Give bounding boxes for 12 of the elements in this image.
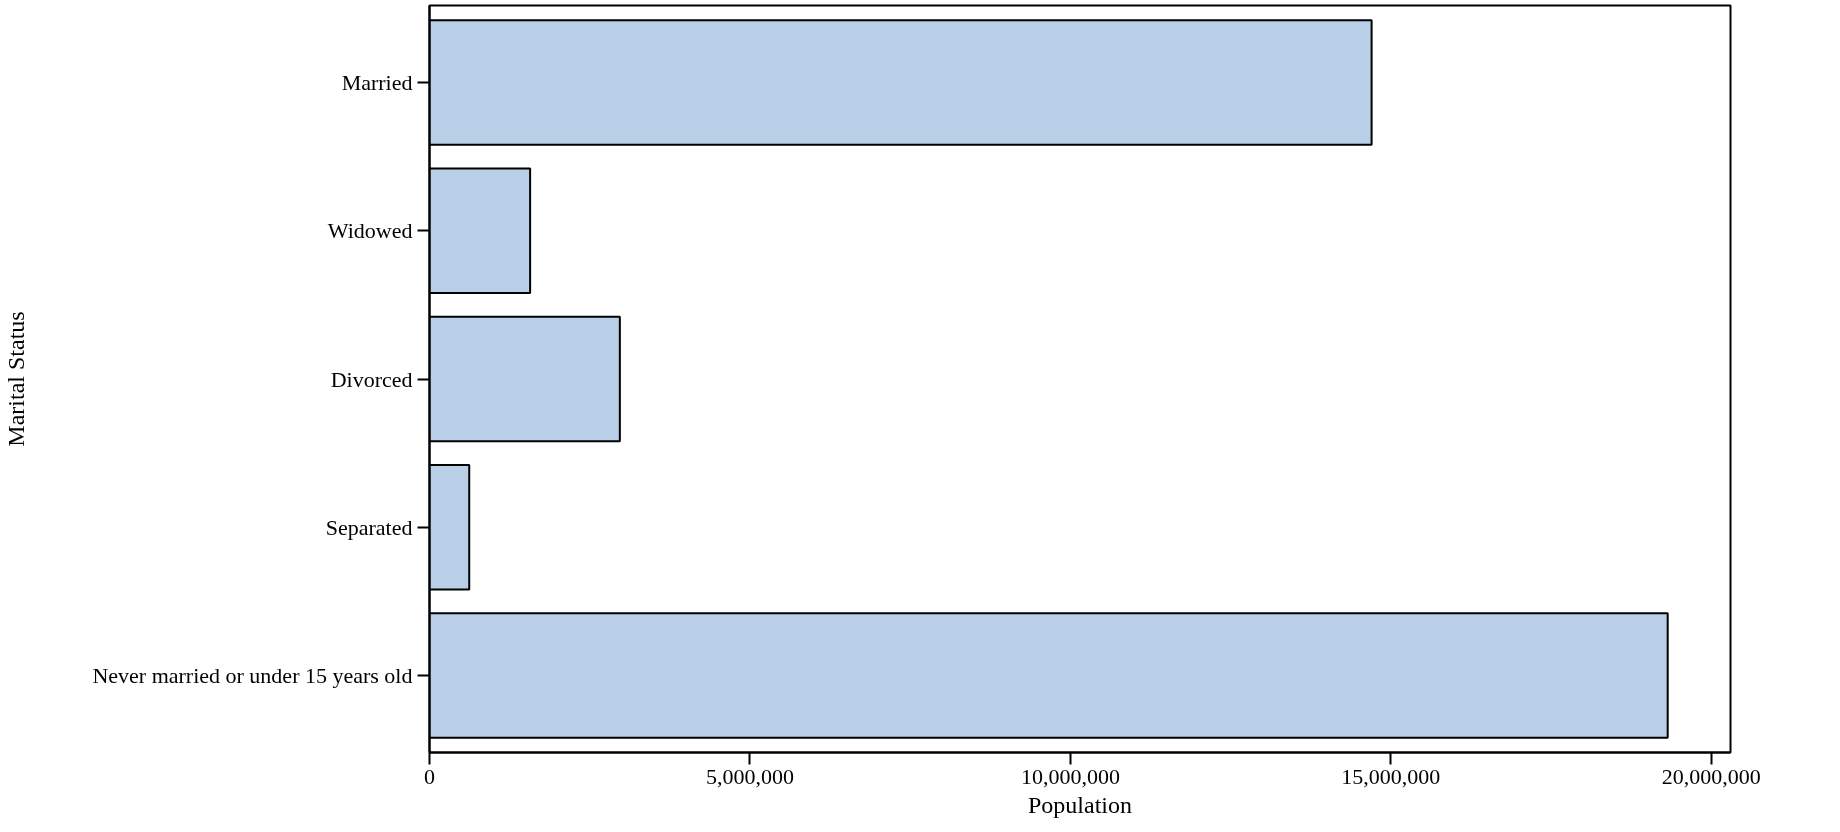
x-tick-label: 15,000,000: [1341, 763, 1441, 789]
x-tick-label: 0: [424, 763, 435, 789]
y-tick-label: Divorced: [330, 366, 413, 392]
y-tick-label: Separated: [325, 514, 413, 540]
y-tick-label: Widowed: [327, 218, 413, 244]
y-axis-title: Marital Status: [3, 311, 30, 447]
y-tick-label: Never married or under 15 years old: [92, 662, 413, 688]
x-tick-label: 10,000,000: [1020, 763, 1120, 789]
y-tick-label: Married: [341, 70, 413, 96]
x-tick-label: 20,000,000: [1661, 763, 1761, 789]
x-tick-label: 5,000,000: [705, 763, 794, 789]
x-axis-title: Population: [1028, 791, 1133, 818]
